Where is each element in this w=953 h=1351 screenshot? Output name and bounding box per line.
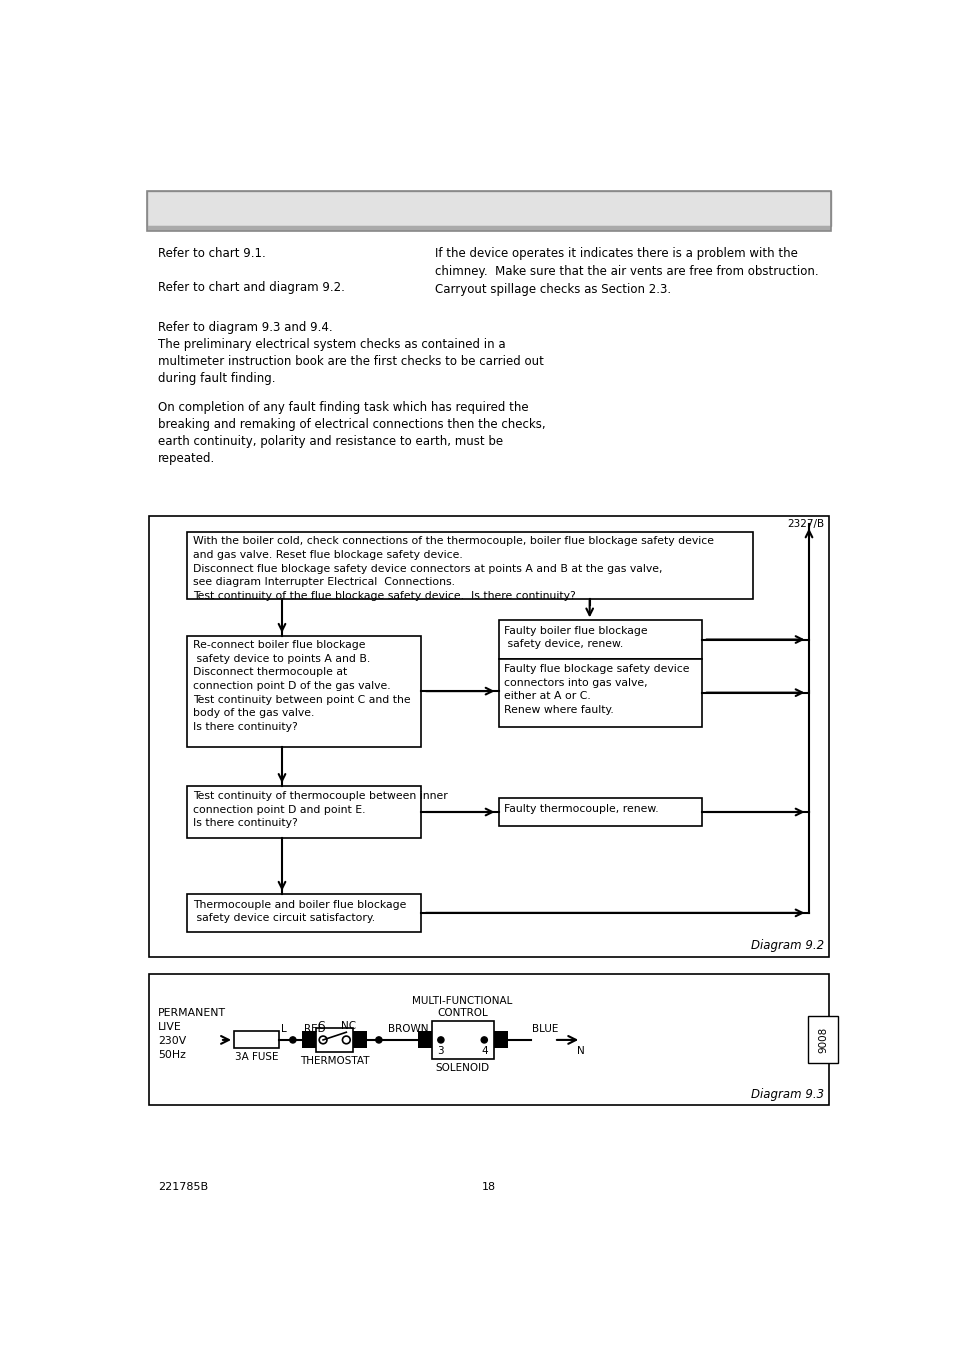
- Text: N: N: [577, 1046, 584, 1056]
- Text: BROWN: BROWN: [388, 1024, 428, 1034]
- Text: 9008: 9008: [817, 1027, 827, 1052]
- FancyBboxPatch shape: [493, 1031, 507, 1048]
- Text: MULTI-FUNCTIONAL
CONTROL: MULTI-FUNCTIONAL CONTROL: [412, 996, 512, 1017]
- Text: Faulty flue blockage safety device
connectors into gas valve,
either at A or C.
: Faulty flue blockage safety device conne…: [504, 665, 689, 715]
- FancyBboxPatch shape: [187, 636, 421, 747]
- FancyBboxPatch shape: [353, 1031, 367, 1048]
- FancyBboxPatch shape: [431, 1020, 493, 1059]
- Text: Re-connect boiler flue blockage
 safety device to points A and B.
Disconnect the: Re-connect boiler flue blockage safety d…: [193, 640, 410, 732]
- Text: Diagram 9.3: Diagram 9.3: [751, 1088, 823, 1101]
- Text: C: C: [316, 1020, 324, 1031]
- Text: Faulty thermocouple, renew.: Faulty thermocouple, renew.: [504, 804, 659, 815]
- Text: THERMOSTAT: THERMOSTAT: [299, 1056, 369, 1066]
- FancyBboxPatch shape: [149, 516, 828, 957]
- FancyBboxPatch shape: [417, 1031, 431, 1048]
- FancyBboxPatch shape: [187, 786, 421, 838]
- FancyBboxPatch shape: [187, 532, 753, 600]
- Text: 18: 18: [481, 1182, 496, 1193]
- FancyBboxPatch shape: [187, 893, 421, 932]
- Text: On completion of any fault finding task which has required the
breaking and rema: On completion of any fault finding task …: [158, 401, 545, 465]
- Text: Diagram 9.2: Diagram 9.2: [751, 939, 823, 952]
- Circle shape: [437, 1036, 443, 1043]
- Text: Refer to chart 9.1.: Refer to chart 9.1.: [158, 247, 266, 259]
- FancyBboxPatch shape: [302, 1031, 315, 1048]
- Text: BLUE: BLUE: [532, 1024, 558, 1034]
- Text: RED: RED: [303, 1024, 325, 1034]
- Text: The preliminary electrical system checks as contained in a
multimeter instructio: The preliminary electrical system checks…: [158, 338, 543, 385]
- Text: Test continuity of thermocouple between inner
connection point D and point E.
Is: Test continuity of thermocouple between …: [193, 792, 447, 828]
- FancyBboxPatch shape: [498, 659, 701, 727]
- Circle shape: [375, 1036, 381, 1043]
- Text: SOLENOID: SOLENOID: [436, 1063, 489, 1073]
- FancyBboxPatch shape: [498, 798, 701, 825]
- FancyBboxPatch shape: [315, 1028, 353, 1052]
- Text: 2327/B: 2327/B: [786, 519, 823, 530]
- FancyBboxPatch shape: [149, 974, 828, 1105]
- FancyBboxPatch shape: [147, 226, 830, 231]
- Text: If the device operates it indicates there is a problem with the
chimney.  Make s: If the device operates it indicates ther…: [435, 247, 819, 296]
- Text: 3: 3: [437, 1046, 444, 1056]
- Text: Refer to diagram 9.3 and 9.4.: Refer to diagram 9.3 and 9.4.: [158, 320, 333, 334]
- FancyBboxPatch shape: [498, 620, 701, 659]
- Text: Faulty boiler flue blockage
 safety device, renew.: Faulty boiler flue blockage safety devic…: [504, 626, 647, 650]
- FancyBboxPatch shape: [233, 1031, 278, 1048]
- Text: 3A FUSE: 3A FUSE: [234, 1052, 278, 1062]
- Text: Refer to chart and diagram 9.2.: Refer to chart and diagram 9.2.: [158, 281, 345, 295]
- Text: NC: NC: [341, 1020, 355, 1031]
- Text: With the boiler cold, check connections of the thermocouple, boiler flue blockag: With the boiler cold, check connections …: [193, 536, 713, 601]
- Text: Thermocouple and boiler flue blockage
 safety device circuit satisfactory.: Thermocouple and boiler flue blockage sa…: [193, 900, 406, 923]
- FancyBboxPatch shape: [147, 192, 830, 226]
- Circle shape: [290, 1036, 295, 1043]
- Text: PERMANENT
LIVE
230V
50Hz: PERMANENT LIVE 230V 50Hz: [158, 1008, 226, 1059]
- Text: 221785B: 221785B: [158, 1182, 208, 1193]
- Circle shape: [480, 1036, 487, 1043]
- Text: L: L: [280, 1024, 286, 1034]
- Text: 4: 4: [480, 1046, 487, 1056]
